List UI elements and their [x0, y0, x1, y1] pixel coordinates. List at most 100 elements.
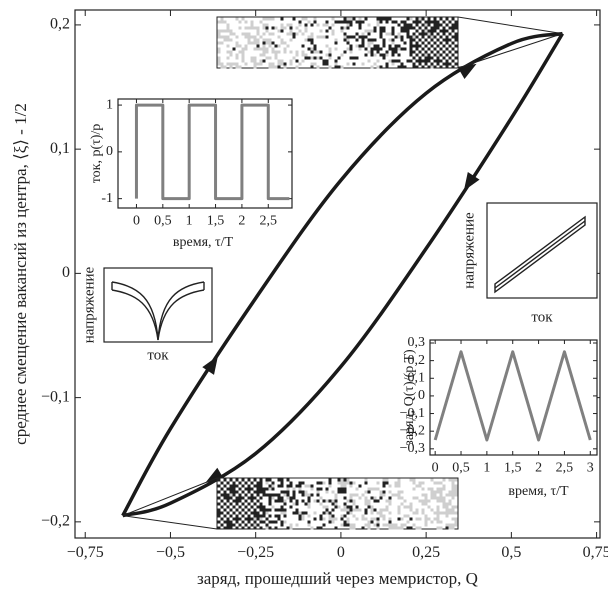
lattice-cell	[229, 523, 233, 527]
lattice-cell	[400, 526, 404, 530]
lattice-cell	[256, 26, 260, 30]
lattice-cell	[244, 505, 248, 509]
lattice-cell	[427, 65, 431, 69]
lattice-cell	[289, 50, 293, 54]
lattice-cell	[241, 59, 245, 63]
lattice-cell	[301, 514, 305, 518]
lattice-cell	[349, 50, 353, 54]
lattice-cell	[340, 508, 344, 512]
lattice-cell	[280, 17, 284, 21]
lattice-cell	[442, 29, 446, 33]
lattice-cell	[376, 65, 380, 69]
lattice-cell	[361, 514, 365, 518]
lattice-cell	[430, 490, 434, 494]
lattice-cell	[250, 523, 254, 527]
lattice-cell	[418, 526, 422, 530]
lattice-cell	[256, 62, 260, 66]
lattice-cell	[319, 517, 323, 521]
lattice-cell	[280, 520, 284, 524]
lattice-cell	[430, 35, 434, 39]
lattice-cell	[274, 526, 278, 530]
lattice-cell	[451, 47, 455, 51]
x-axis-label: время, τ/T	[173, 235, 234, 250]
lattice-cell	[322, 499, 326, 503]
lattice-cell	[397, 481, 401, 485]
lattice-cell	[238, 523, 242, 527]
lattice-cell	[445, 35, 449, 39]
lattice-cell	[451, 523, 455, 527]
lattice-cell	[418, 484, 422, 488]
lattice-cell	[367, 44, 371, 48]
lattice-cell	[352, 62, 356, 66]
lattice-cell	[241, 490, 245, 494]
callout-line	[457, 33, 563, 69]
lattice-cell	[358, 17, 362, 21]
lattice-cell	[343, 523, 347, 527]
lattice-cell	[331, 508, 335, 512]
lattice-cell	[247, 32, 251, 36]
lattice-cell	[340, 484, 344, 488]
x-tick-label: 1	[483, 461, 490, 476]
lattice-cell	[436, 496, 440, 500]
lattice-cell	[424, 50, 428, 54]
lattice-cell	[454, 32, 458, 36]
lattice-cell	[358, 47, 362, 51]
lattice-cell	[454, 505, 458, 509]
lattice-cell	[367, 38, 371, 42]
lattice-cell	[223, 20, 227, 24]
x-tick-label: 2	[238, 214, 245, 229]
lattice-cell	[430, 496, 434, 500]
lattice-cell	[313, 499, 317, 503]
lattice-cell	[340, 481, 344, 485]
lattice-cell	[217, 62, 221, 66]
lattice-cell	[274, 65, 278, 69]
y-tick-label: 0	[106, 144, 113, 159]
lattice-cell	[298, 62, 302, 66]
lattice-cell	[346, 23, 350, 27]
lattice-cell	[316, 35, 320, 39]
lattice-cell	[448, 56, 452, 60]
lattice-cell	[259, 20, 263, 24]
lattice-cell	[433, 65, 437, 69]
lattice-cell	[331, 517, 335, 521]
lattice-cell	[259, 517, 263, 521]
lattice-cell	[268, 62, 272, 66]
lattice-cell	[259, 514, 263, 518]
lattice-cell	[313, 17, 317, 21]
data-line	[433, 350, 592, 442]
lattice-cell	[433, 47, 437, 51]
lattice-cell	[349, 44, 353, 48]
lattice-cell	[310, 487, 314, 491]
lattice-cell	[340, 514, 344, 518]
lattice-cell	[421, 35, 425, 39]
lattice-cell	[346, 520, 350, 524]
lattice-cell	[295, 511, 299, 515]
lattice-cell	[316, 481, 320, 485]
lattice-cell	[217, 50, 221, 54]
lattice-cell	[415, 59, 419, 63]
lattice-cell	[262, 511, 266, 515]
lattice-cell	[391, 62, 395, 66]
lattice-cell	[325, 59, 329, 63]
lattice-cell	[259, 53, 263, 57]
lattice-cell	[304, 484, 308, 488]
lattice-cell	[421, 499, 425, 503]
lattice-cell	[220, 29, 224, 33]
lattice-cell	[448, 26, 452, 30]
lattice-cell	[403, 20, 407, 24]
lattice-cell	[322, 505, 326, 509]
lattice-cell	[427, 59, 431, 63]
lattice-cell	[286, 526, 290, 530]
lattice-cell	[298, 511, 302, 515]
lattice-cell	[409, 59, 413, 63]
lattice-cell	[334, 20, 338, 24]
lattice-cell	[277, 496, 281, 500]
lattice-cell	[328, 65, 332, 69]
lattice-cell	[424, 26, 428, 30]
lattice-cell	[316, 23, 320, 27]
lattice-cell	[310, 35, 314, 39]
lattice-cell	[367, 41, 371, 45]
lattice-cell	[364, 47, 368, 51]
lattice-cell	[217, 508, 221, 512]
lattice-cell	[253, 56, 257, 60]
